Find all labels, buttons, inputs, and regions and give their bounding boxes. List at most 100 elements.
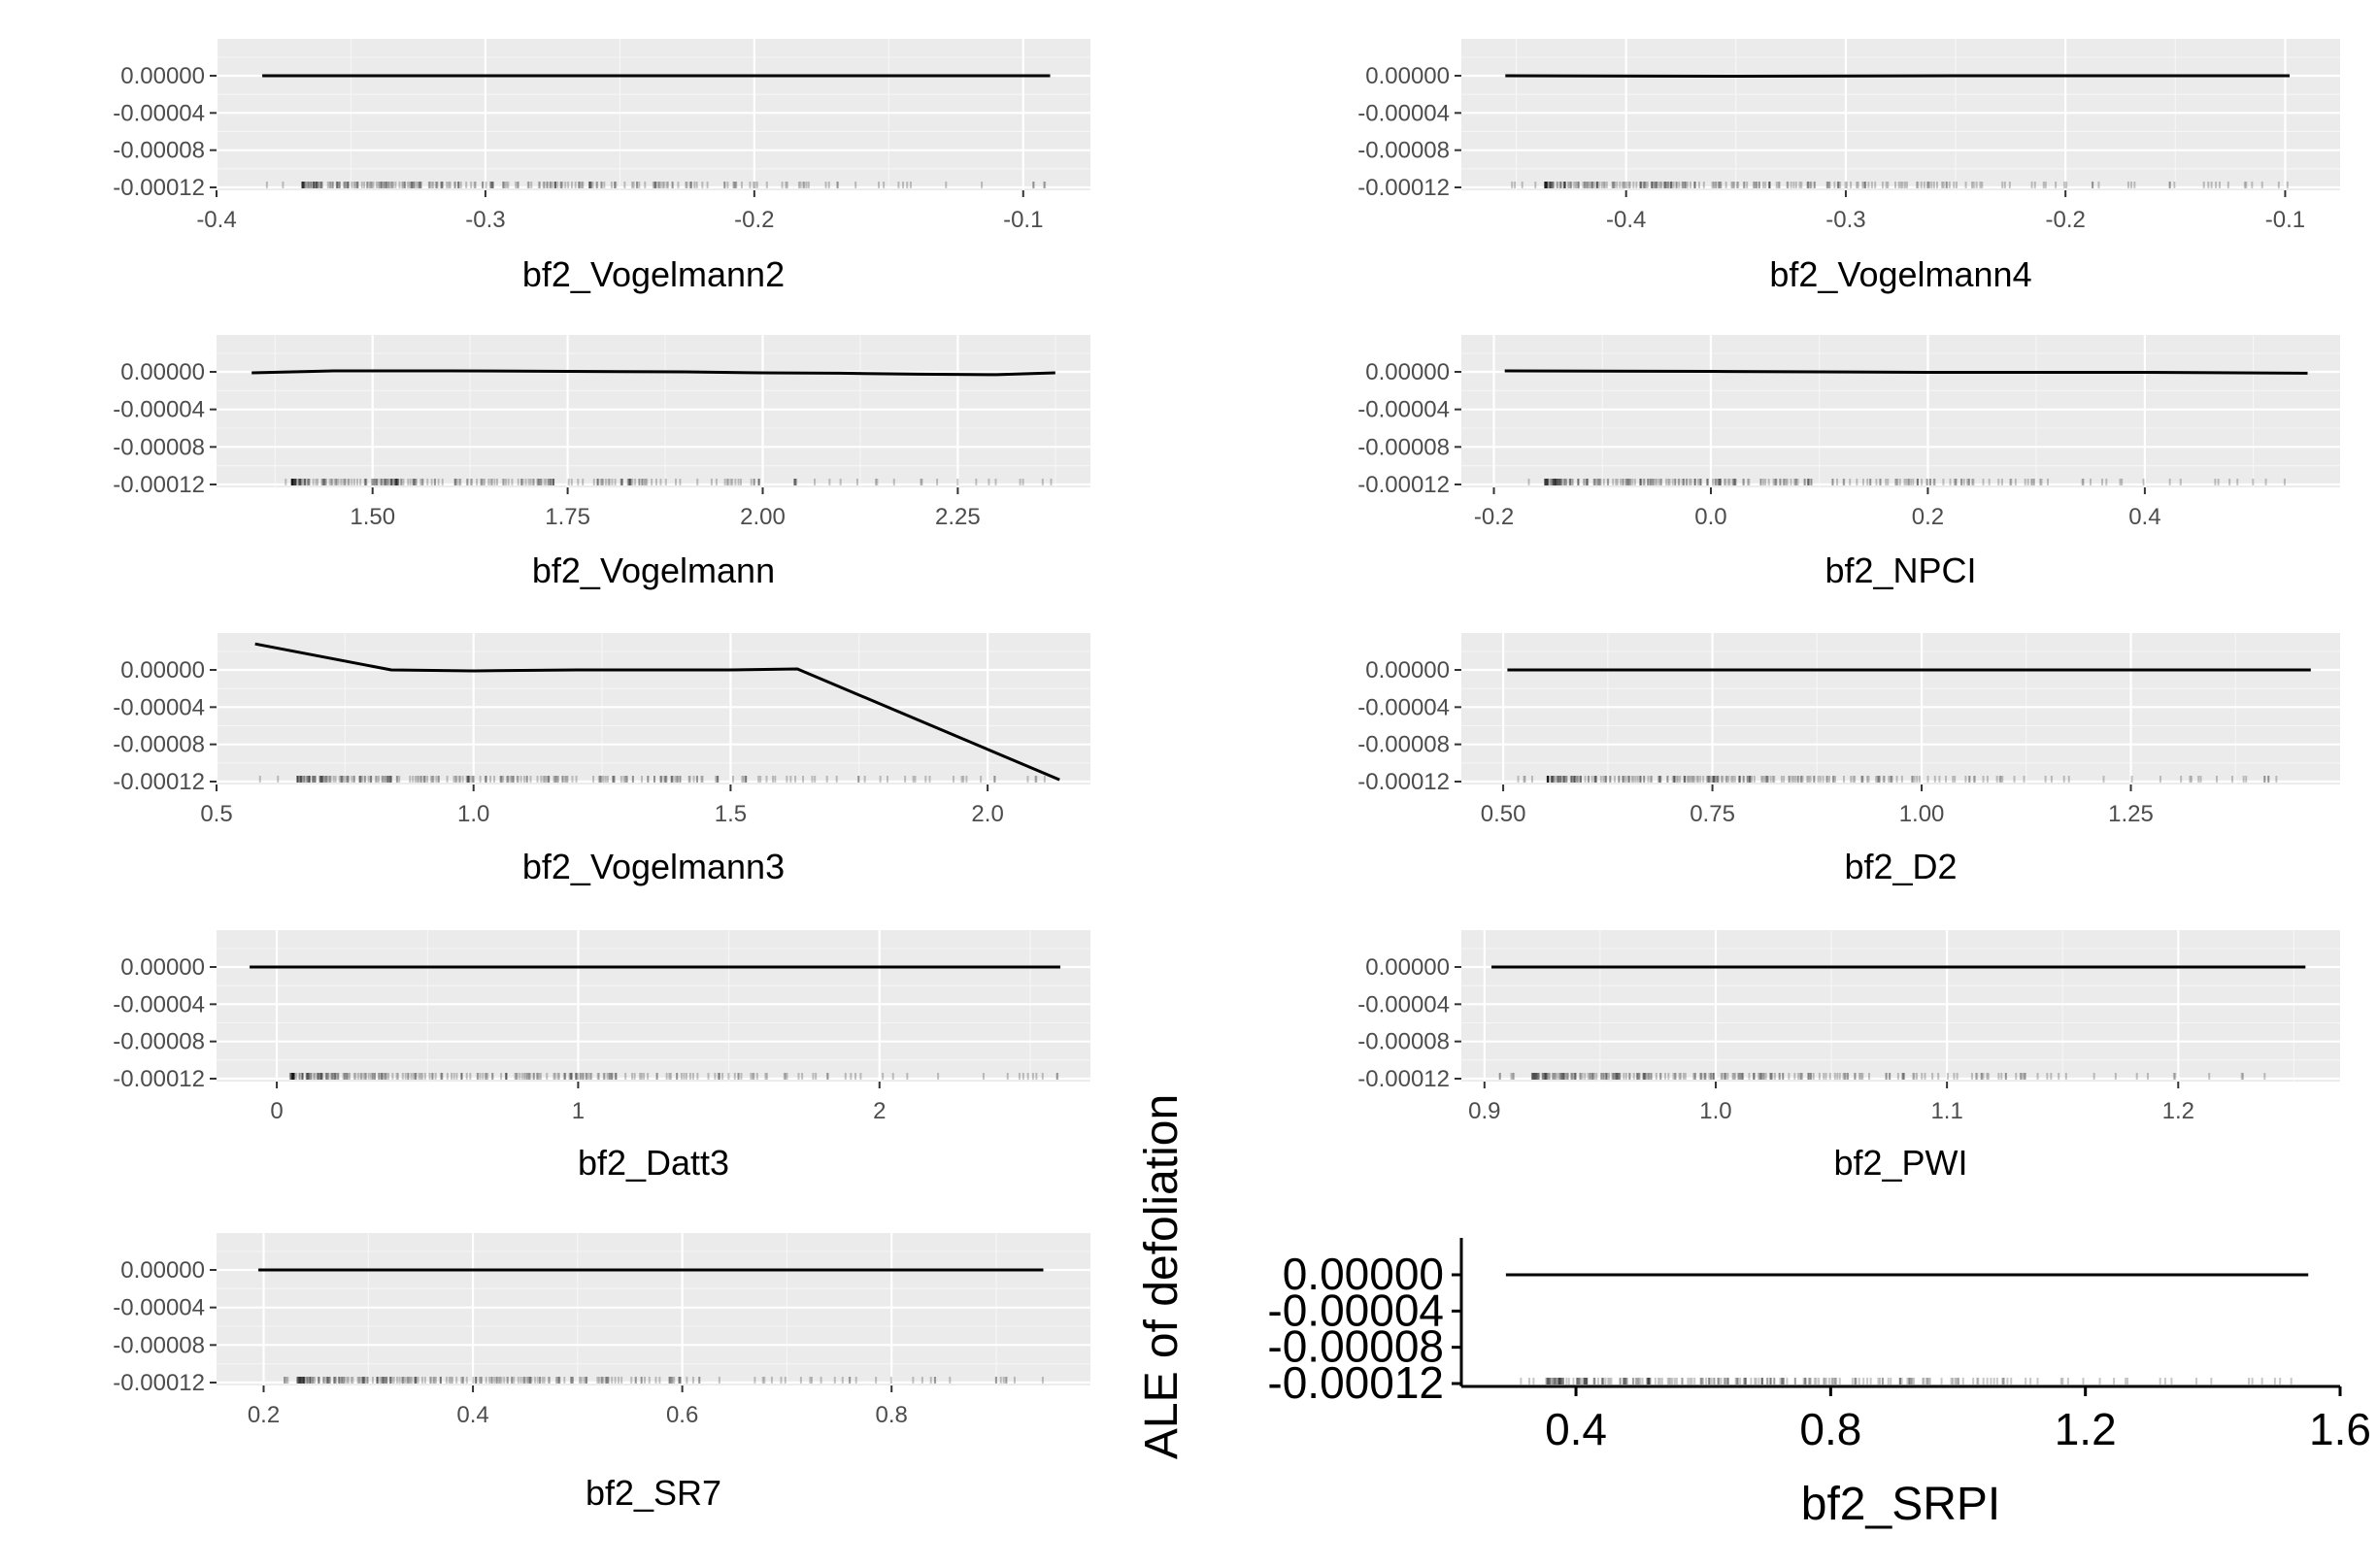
x-tick-label: 1.25 [2108,801,2154,827]
x-tick-label: 0.9 [1468,1098,1500,1124]
x-tick-label: 0.6 [666,1402,698,1428]
x-axis-title: bf2_PWI [1833,1143,1967,1183]
x-tick-label: 0.0 [1694,504,1726,530]
x-axis-title: bf2_D2 [1844,847,1957,886]
x-tick-label: 1.75 [545,504,590,530]
x-tick-label: -0.2 [734,207,774,233]
y-tick-label: -0.00012 [1357,1066,1450,1092]
panel-background [1461,39,2340,190]
x-axis-title: bf2_Vogelmann3 [522,847,785,886]
x-tick-label: -0.4 [196,207,236,233]
x-tick-label: 1.5 [715,801,747,827]
ale-series-line [1504,369,2308,375]
y-tick-label: 0.00000 [1365,954,1450,981]
rug-marks [284,1377,1044,1384]
x-tick-label: 1.1 [1930,1098,1962,1124]
panel-background [217,1233,1090,1385]
x-tick-label: -0.4 [1606,207,1646,233]
ale-series-line [1505,74,2290,78]
y-tick-label: 0.00000 [120,954,205,981]
panel-background [1461,335,2340,487]
x-tick-label: 1.0 [1699,1098,1731,1124]
global-y-axis-title: ALE of defoliation [1136,1094,1188,1459]
y-tick-label: -0.00008 [113,1332,205,1358]
y-tick-label: -0.00004 [1357,991,1450,1018]
x-tick-label: 1.00 [1899,801,1945,827]
x-tick-label: 0.4 [2128,504,2160,530]
y-tick-label: 0.00000 [1365,63,1450,89]
panel-bf2_SR7: 0.00000 -0.00004 -0.00008 -0.00012 0.2 0.4 0.6… [113,1233,1090,1513]
x-axis-title: bf2_Datt3 [578,1143,729,1183]
y-tick-label: -0.00008 [113,1029,205,1055]
y-tick-label: -0.00004 [113,100,205,126]
y-tick-label: -0.00008 [1357,732,1450,758]
y-tick-label: -0.00004 [1357,100,1450,126]
panel-bf2_Datt3: 0.00000 -0.00004 -0.00008 -0.00012 0 1 2 bf2_Da… [113,930,1090,1183]
y-tick-label: -0.00004 [113,991,205,1018]
panel-bf2_D2: 0.00000 -0.00004 -0.00008 -0.00012 0.50 0.75 1… [1357,633,2340,886]
y-tick-label: -0.00004 [1267,1284,1444,1335]
ale-series-line [254,642,1060,782]
x-tick-label: 1.2 [2162,1098,2194,1124]
panel-background [1461,930,2340,1082]
y-tick-label: 0.00000 [1365,359,1450,385]
panel-bf2_Vogelmann3: 0.00000 -0.00004 -0.00008 -0.00012 0.5 1.0 1.5… [113,633,1090,886]
y-tick-label: -0.00004 [1357,694,1450,720]
panel-bf2_PWI: 0.00000 -0.00004 -0.00008 -0.00012 0.9 1.0 1.1… [1357,930,2340,1183]
panel-bf2_Vogelmann4: 0.00000 -0.00004 -0.00008 -0.00012 -0.4 -0.3 -… [1357,39,2340,294]
x-tick-label: 1.50 [350,504,395,530]
x-tick-label: 0.4 [456,1402,488,1428]
x-axis-title: bf2_SRPI [1801,1479,2000,1530]
y-tick-label: -0.00008 [113,732,205,758]
y-tick-label: 0.00000 [1283,1249,1444,1299]
rug-marks [1520,1378,2293,1385]
y-tick-label: -0.00008 [113,138,205,164]
x-tick-label: 0.50 [1481,801,1526,827]
y-tick-label: 0.00000 [120,1257,205,1284]
rug-marks [1511,182,2289,188]
x-tick-label: 0.75 [1690,801,1735,827]
x-tick-label: 0.8 [876,1402,908,1428]
panel-background [217,930,1090,1082]
x-tick-label: -0.1 [1003,207,1043,233]
x-tick-label: 0 [270,1098,283,1124]
y-tick-label: -0.00012 [1357,472,1450,498]
panel-background [217,39,1090,190]
x-axis-title: bf2_Vogelmann4 [1769,254,2031,294]
y-tick-label: -0.00008 [113,434,205,460]
rug-marks [265,182,1047,188]
x-tick-label: 1 [572,1098,585,1124]
x-axis-title: bf2_SR7 [586,1473,721,1513]
x-tick-label: 2.00 [740,504,786,530]
panel-bf2_NPCI: 0.00000 -0.00004 -0.00008 -0.00012 -0.2 0.0 0.… [1357,335,2340,590]
y-tick-label: -0.00004 [1357,397,1450,423]
x-tick-label: 1.6 [2309,1404,2371,1454]
y-tick-label: -0.00012 [113,175,205,201]
x-tick-label: -0.2 [2046,207,2086,233]
rug-marks [1517,776,2278,783]
y-tick-label: -0.00008 [1357,138,1450,164]
rug-marks [258,776,1046,783]
rug-marks [1527,479,2286,485]
rug-marks [1498,1073,2266,1080]
panel-background [217,633,1090,784]
x-tick-label: -0.1 [2265,207,2305,233]
y-tick-label: -0.00012 [113,1370,205,1396]
x-tick-label: 2.25 [935,504,981,530]
panel-background [217,335,1090,487]
x-tick-label: -0.3 [1825,207,1865,233]
y-tick-label: -0.00012 [113,472,205,498]
y-tick-label: -0.00012 [1357,769,1450,795]
x-tick-label: 0.4 [1545,1404,1607,1454]
y-tick-label: -0.00004 [113,694,205,720]
x-tick-label: 1.2 [2055,1404,2117,1454]
y-tick-label: 0.00000 [120,359,205,385]
y-tick-label: -0.00012 [113,1066,205,1092]
x-tick-label: -0.2 [1474,504,1514,530]
x-axis-title: bf2_Vogelmann2 [522,254,785,294]
y-tick-label: -0.00008 [1267,1321,1444,1372]
y-tick-label: -0.00004 [113,397,205,423]
x-tick-label: -0.3 [465,207,505,233]
y-tick-label: -0.00012 [1267,1357,1444,1408]
